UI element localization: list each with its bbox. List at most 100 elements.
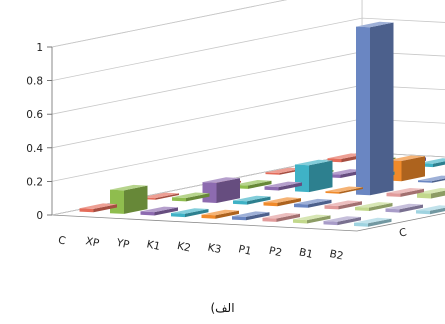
bar-front-face bbox=[416, 210, 430, 215]
bar-front-face bbox=[265, 172, 280, 175]
bar-front-face bbox=[232, 216, 246, 221]
bar-side-face bbox=[124, 185, 148, 214]
bar-top-face bbox=[418, 175, 445, 182]
bar-top-face bbox=[386, 188, 424, 194]
bar-top-face bbox=[263, 197, 301, 203]
x-tick-label: K1 bbox=[145, 238, 161, 253]
bar-front-face bbox=[325, 191, 340, 194]
bar-YP-C bbox=[140, 206, 178, 216]
bar-B2-C bbox=[354, 217, 392, 227]
bar-top-face bbox=[327, 153, 365, 159]
bar-top-face bbox=[234, 180, 272, 186]
bar-B2-YP bbox=[416, 205, 445, 215]
bar-top-face bbox=[202, 177, 240, 183]
z-axis: 0 0.2 0.4 0.6 0.8 1 bbox=[26, 42, 53, 222]
bar-K2-C bbox=[201, 209, 239, 219]
bar-side-face bbox=[337, 217, 361, 226]
bar-side-face bbox=[246, 212, 270, 221]
bar-top-face bbox=[385, 203, 423, 210]
bar-side-face bbox=[154, 207, 178, 216]
bar-side-face bbox=[431, 190, 445, 199]
bar-P1-YP bbox=[324, 200, 362, 210]
bar-side-face bbox=[307, 215, 331, 224]
bar-side-face bbox=[155, 193, 179, 200]
bar-XP-YP bbox=[172, 192, 210, 202]
z-tick-label: 0.4 bbox=[26, 143, 43, 155]
bar-K3-YP bbox=[294, 198, 332, 208]
bar-top-face bbox=[172, 192, 210, 198]
bar-top-face bbox=[293, 214, 331, 221]
bar-front-face bbox=[385, 208, 400, 213]
bar-top-face bbox=[264, 181, 302, 188]
bar-top-face bbox=[79, 203, 117, 209]
bar-front-face bbox=[140, 211, 155, 216]
bar-K3-C bbox=[232, 211, 270, 221]
bar-C-C bbox=[79, 203, 117, 213]
bar-top-face bbox=[356, 21, 394, 28]
bar-top-face bbox=[262, 213, 300, 219]
bar-YP-YP bbox=[202, 177, 240, 203]
bar-front-face bbox=[354, 222, 368, 227]
bar-side-face bbox=[339, 187, 363, 194]
bar-top-face bbox=[295, 159, 333, 166]
bar-side-face bbox=[93, 204, 117, 213]
x-tick-label: YP bbox=[114, 237, 130, 252]
bar-P1-C bbox=[262, 213, 300, 222]
bar-front-face bbox=[418, 180, 432, 183]
bar-side-face bbox=[369, 202, 393, 211]
bar-K2-K2 bbox=[325, 186, 363, 194]
bar-side-face bbox=[216, 178, 240, 203]
bar-K3-P1 bbox=[418, 175, 445, 183]
bar-side-face bbox=[276, 213, 300, 222]
x-tick-label: C bbox=[57, 234, 67, 247]
bar-top-face bbox=[233, 195, 271, 202]
bar-top-face bbox=[294, 198, 332, 205]
bar-front-face bbox=[356, 26, 370, 196]
bar-front-face bbox=[295, 164, 309, 193]
bar-top-face bbox=[171, 208, 209, 214]
z-tick-label: 0.8 bbox=[26, 76, 43, 88]
x-tick-label: K2 bbox=[176, 240, 192, 255]
bar-side-face bbox=[277, 198, 301, 207]
bar-top-face bbox=[201, 209, 239, 216]
bar-top-face bbox=[324, 200, 362, 206]
bar-K1-K2 bbox=[295, 159, 333, 193]
bar-top-face bbox=[140, 206, 178, 213]
bar-top-face bbox=[323, 216, 361, 222]
bar-K1-B1 bbox=[419, 158, 445, 168]
bar-front-face bbox=[355, 206, 369, 211]
bar-top-face bbox=[416, 205, 445, 211]
bar-side-face bbox=[430, 207, 445, 215]
bar-front-face bbox=[172, 197, 186, 202]
bar-side-face bbox=[433, 161, 445, 168]
bar-front-face bbox=[386, 192, 401, 197]
bar-top-face bbox=[326, 169, 364, 175]
bar-side-face bbox=[338, 201, 362, 210]
bar-side-face bbox=[432, 178, 445, 183]
bar-side-face bbox=[186, 193, 210, 202]
bar-top-face bbox=[387, 155, 425, 161]
bar-front-face bbox=[110, 189, 124, 214]
bar-front-face bbox=[202, 182, 217, 203]
depth-tick-label: C bbox=[398, 226, 408, 239]
bar-P2-YP bbox=[355, 202, 393, 211]
z-tick-label: 0.6 bbox=[26, 109, 43, 121]
bar-side-face bbox=[370, 22, 394, 196]
bar-front-face bbox=[264, 186, 279, 191]
bar-side-face bbox=[399, 204, 423, 213]
bar-K3-K2 bbox=[356, 21, 394, 196]
bar-front-face bbox=[293, 219, 307, 224]
bar-side-face bbox=[400, 188, 424, 197]
bar-side-face bbox=[368, 218, 392, 227]
x-tick-label: P1 bbox=[237, 243, 252, 257]
bar-side-face bbox=[247, 196, 271, 205]
x-tick-label: B1 bbox=[298, 246, 314, 261]
bar-top-face bbox=[265, 167, 303, 174]
bar-front-face bbox=[201, 214, 216, 219]
gridline bbox=[51, 17, 445, 81]
bar-front-face bbox=[417, 192, 431, 199]
bar-front-face bbox=[171, 213, 185, 218]
bar-K1-C bbox=[171, 208, 209, 218]
